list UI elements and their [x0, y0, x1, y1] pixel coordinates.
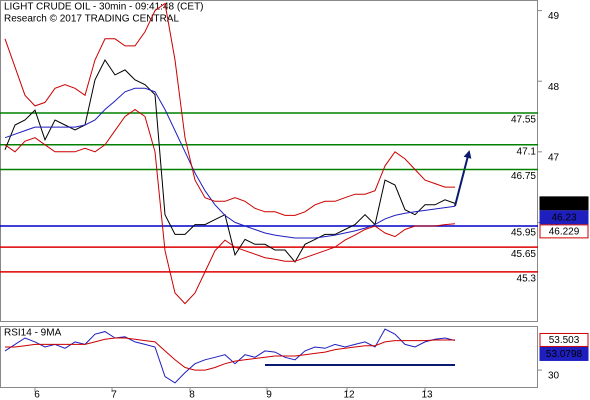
forecast-arrow — [454, 150, 472, 207]
series-line — [4, 108, 456, 305]
price-label: 46.27 — [551, 199, 576, 210]
series-line — [4, 59, 456, 263]
x-tick-label: 9 — [266, 390, 272, 400]
price-label: 46.229 — [549, 227, 580, 238]
series-line — [4, 87, 456, 239]
level-label: 45.3 — [517, 274, 537, 285]
rsi-title: RSI14 - 9MA — [4, 328, 62, 339]
series-line — [4, 328, 456, 384]
level-label: 47.1 — [517, 146, 537, 157]
y-tick-label: 30 — [548, 371, 560, 382]
chart-title: LIGHT CRUDE OIL - 30min - 09:41:48 (CET) — [4, 2, 204, 13]
y-tick-label: 49 — [548, 11, 560, 22]
price-label: 53.503 — [549, 335, 580, 346]
price-label: 46.23 — [551, 213, 576, 224]
level-label: 45.65 — [511, 249, 536, 260]
x-tick-label: 6 — [34, 390, 40, 400]
x-tick-label: 12 — [343, 390, 355, 400]
level-label: 46.75 — [511, 171, 536, 182]
y-tick-label: 48 — [548, 82, 560, 93]
x-tick-label: 7 — [111, 390, 117, 400]
level-label: 47.55 — [511, 115, 536, 126]
x-tick-label: 8 — [189, 390, 195, 400]
price-label: 53.0798 — [546, 349, 583, 360]
price-label-box — [539, 224, 589, 239]
price-label-box — [539, 196, 589, 211]
x-tick-label: 13 — [421, 390, 433, 400]
y-tick-label: 47 — [548, 152, 560, 163]
price-label-box — [539, 332, 589, 347]
price-label-box — [539, 346, 589, 361]
series-line — [4, 2, 455, 216]
price-label-box — [539, 210, 589, 225]
level-label: 45.95 — [511, 228, 536, 239]
chart-subtitle: Research © 2017 TRADING CENTRAL — [4, 14, 179, 25]
series-line — [5, 337, 455, 371]
price-panel — [0, 0, 538, 322]
